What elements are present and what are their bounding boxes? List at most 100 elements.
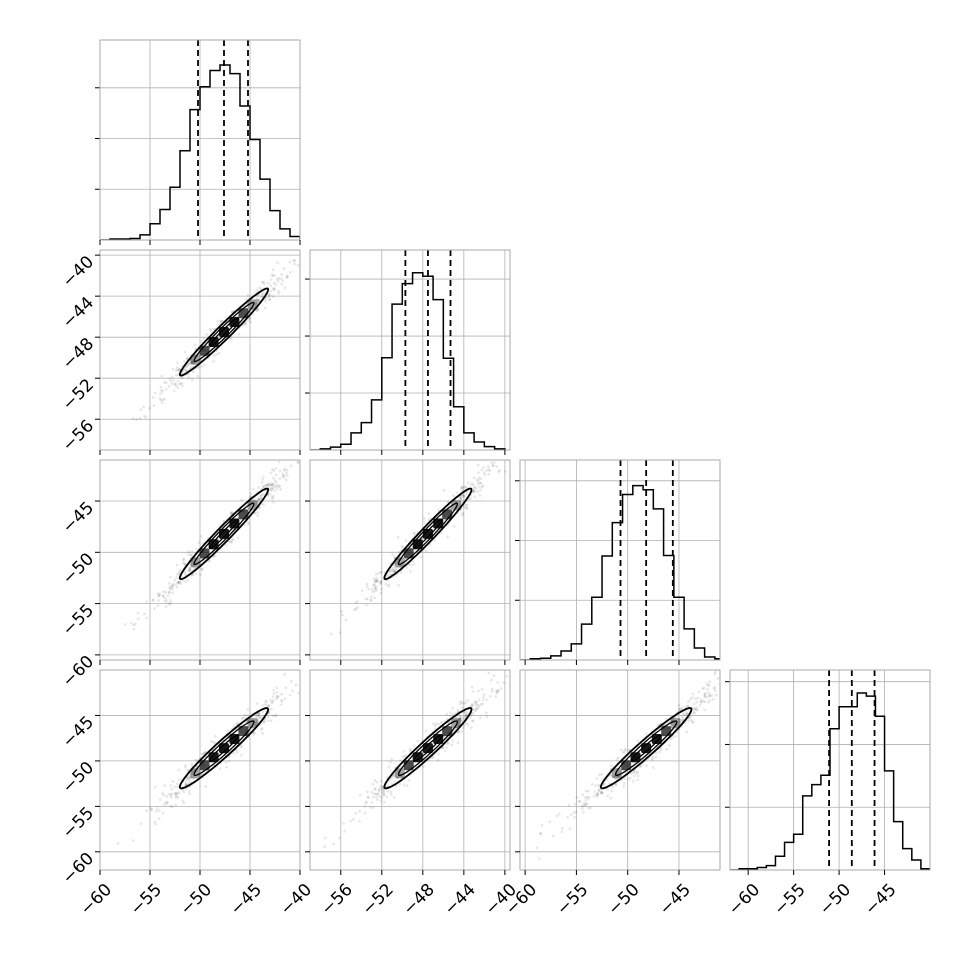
scatter-point <box>160 401 164 405</box>
density-cells <box>394 718 462 779</box>
scatter-point <box>261 732 265 735</box>
scatter-point <box>195 547 198 551</box>
histogram-bars <box>520 460 720 660</box>
scatter-point <box>172 389 176 393</box>
scatter-point <box>707 691 711 695</box>
scatter-point <box>460 496 463 500</box>
scatter-point <box>382 791 386 795</box>
scatter-point <box>688 697 692 701</box>
scatter-point <box>285 468 289 472</box>
scatter-point <box>475 478 479 482</box>
scatter-point <box>271 274 275 278</box>
scatter-point <box>465 506 469 510</box>
scatter-point <box>403 755 407 759</box>
contour-level-2 <box>193 502 255 566</box>
scatter-point <box>222 519 226 523</box>
scatter-point <box>423 521 427 525</box>
scatter-point <box>190 361 194 364</box>
scatter-point <box>174 368 178 372</box>
density-cell <box>651 734 662 745</box>
scatter-point <box>240 498 244 502</box>
scatter-point <box>150 808 154 812</box>
scatter-point <box>156 592 160 596</box>
scatter-point <box>271 468 274 471</box>
scatter-point <box>434 724 437 728</box>
scatter-point <box>481 702 484 706</box>
scatter-point <box>599 788 602 792</box>
scatter-point <box>132 627 136 631</box>
scatter-point <box>470 685 474 689</box>
scatter-point <box>707 700 710 704</box>
scatter-point <box>464 485 468 489</box>
scatter-point <box>277 460 281 464</box>
scatter-point <box>369 598 373 602</box>
scatter-point <box>644 732 648 736</box>
scatter-point <box>699 700 703 703</box>
scatter-point <box>247 522 250 526</box>
scatter-point <box>187 372 191 376</box>
x-gridlines <box>100 670 300 870</box>
scatter-point <box>261 485 265 489</box>
scatter-point <box>486 465 490 468</box>
scatter-point <box>390 757 394 761</box>
pair-content <box>323 671 509 848</box>
scatter-point <box>171 584 175 587</box>
scatter-point <box>373 589 377 593</box>
density-cell <box>219 327 229 338</box>
scatter-point <box>476 463 480 467</box>
scatter-point <box>399 564 402 568</box>
scatter-point <box>623 747 627 751</box>
scatter-point <box>394 771 398 775</box>
scatter-point <box>551 834 555 838</box>
scatter-point <box>468 716 472 719</box>
scatter-point <box>394 774 398 778</box>
scatter-point <box>474 486 478 490</box>
scatter-point <box>257 496 261 500</box>
scatter-point <box>176 581 180 585</box>
scatter-point <box>159 392 162 395</box>
scatter-point <box>284 478 288 482</box>
scatter-point <box>180 376 184 380</box>
scatter-point <box>193 776 197 780</box>
scatter-point <box>703 693 707 696</box>
scatter-point <box>269 719 273 723</box>
scatter-point <box>492 461 496 465</box>
scatter-point <box>580 807 584 811</box>
scatter-point <box>148 806 152 810</box>
scatter-point <box>446 500 450 504</box>
density-cell <box>422 743 433 754</box>
scatter-point <box>271 295 275 298</box>
pair-content <box>329 460 507 636</box>
scatter-point <box>628 776 632 780</box>
scatter-point <box>252 299 256 303</box>
scatter-point <box>684 705 687 709</box>
scatter-point <box>677 707 681 711</box>
scatter-point <box>412 744 416 748</box>
scatter-point <box>189 360 193 364</box>
scatter-point <box>600 773 604 776</box>
scatter-point <box>271 714 275 718</box>
x-gridlines <box>340 250 506 450</box>
scatter-point <box>282 267 286 270</box>
density-cell <box>611 768 622 779</box>
scatter-point <box>464 714 468 717</box>
scatter-point <box>150 808 153 811</box>
histogram-step-line <box>730 692 930 870</box>
y-gridlines <box>100 500 300 656</box>
scatter-point <box>439 721 443 725</box>
scatter-point <box>190 360 194 363</box>
scatter-point <box>251 498 255 502</box>
scatter-point <box>163 784 166 788</box>
scatter-point <box>342 822 345 825</box>
scatter-point <box>458 718 461 722</box>
scatter-point <box>282 474 286 478</box>
scatter-point <box>460 719 464 723</box>
contour-level-2 <box>397 720 459 777</box>
scatter-point <box>164 801 168 805</box>
scatter-point <box>256 485 260 489</box>
scatter-point <box>177 581 181 585</box>
scatter-point <box>354 607 358 611</box>
scatter-point <box>408 749 412 752</box>
scatter-point <box>174 583 178 586</box>
